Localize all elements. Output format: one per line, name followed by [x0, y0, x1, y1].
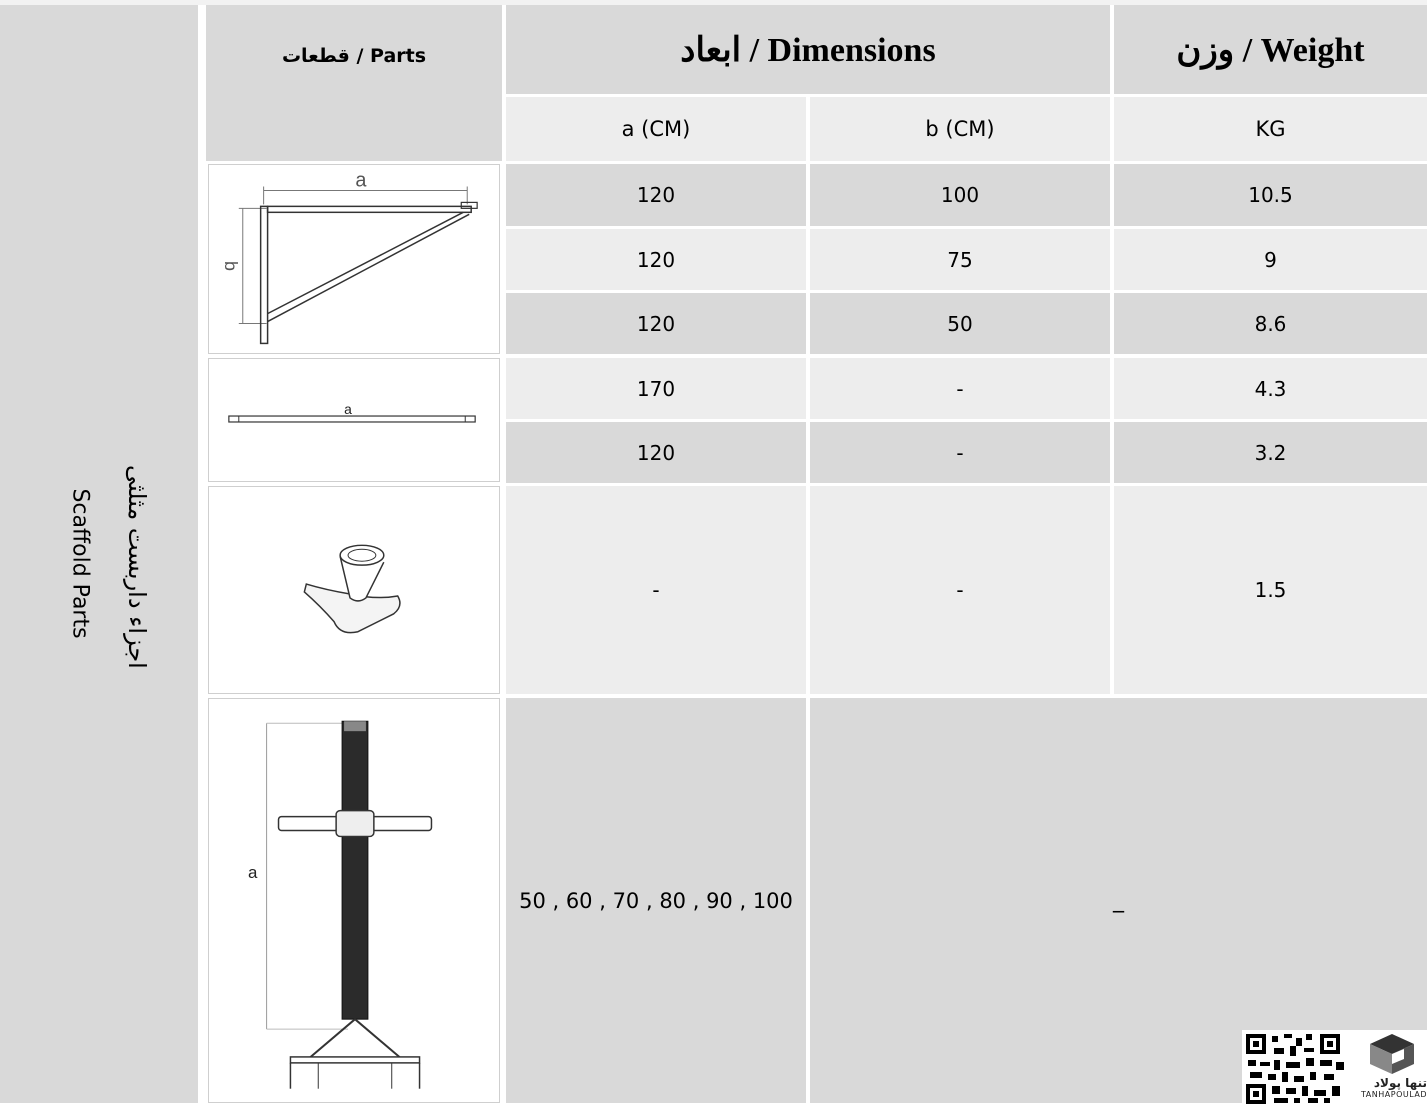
- row2-b: 75: [810, 229, 1110, 290]
- header-col-a: a (CM): [506, 97, 806, 161]
- side-label-column: اجزاء داربست مثلثی Scaffold Parts: [0, 5, 198, 1103]
- row6-kg: 1.5: [1114, 486, 1427, 694]
- row3-kg: 8.6: [1114, 293, 1427, 354]
- row5-kg: 3.2: [1114, 422, 1427, 483]
- row3-b: 50: [810, 293, 1110, 354]
- brand-name-en: TANHAPOULAD: [1361, 1090, 1427, 1099]
- row2-a: 120: [506, 229, 806, 290]
- part-image-screw-jack: a: [208, 698, 500, 1103]
- bracket-dim-a: a: [355, 170, 367, 192]
- row6-b: -: [810, 486, 1110, 694]
- side-divider: [198, 5, 206, 1103]
- header-col-b: b (CM): [810, 97, 1110, 161]
- ledger-drawing: a: [228, 401, 476, 423]
- row4-kg: 4.3: [1114, 358, 1427, 419]
- ledger-dim-a: a: [344, 401, 352, 417]
- top-rule: [0, 0, 1427, 5]
- header-parts: قطعات / Parts: [206, 5, 502, 161]
- header-col-kg: KG: [1114, 97, 1427, 161]
- brand-name-fa: تنها پولاد: [1373, 1076, 1427, 1090]
- part-image-bracket: a b: [208, 164, 500, 354]
- triangle-bracket-drawing: a b: [221, 170, 478, 345]
- qr-code-icon: [1244, 1032, 1348, 1105]
- row5-a: 120: [506, 422, 806, 483]
- screw-jack-drawing: a: [248, 720, 433, 1089]
- part-image-ledger: a: [208, 358, 500, 482]
- bracket-dim-b: b: [221, 261, 241, 271]
- header-dimensions: ابعاد / Dimensions: [506, 5, 1110, 94]
- row1-b: 100: [810, 164, 1110, 226]
- row5-b: -: [810, 422, 1110, 483]
- row1-kg: 10.5: [1114, 164, 1427, 226]
- side-label-english: Scaffold Parts: [67, 488, 93, 639]
- row7-a: 50 , 60 , 70 , 80 , 90 , 100: [506, 698, 806, 1103]
- part-image-base-plate: [208, 486, 500, 694]
- row3-a: 120: [506, 293, 806, 354]
- side-label-persian: اجزاء داربست مثلثی: [123, 465, 151, 669]
- row2-kg: 9: [1114, 229, 1427, 290]
- row1-a: 120: [506, 164, 806, 226]
- jack-dim-a: a: [248, 863, 258, 882]
- row4-a: 170: [506, 358, 806, 419]
- row4-b: -: [810, 358, 1110, 419]
- header-weight: وزن / Weight: [1114, 5, 1427, 94]
- logo-block: تنها پولاد TANHAPOULAD: [1242, 1030, 1427, 1105]
- base-plate-drawing: [303, 544, 401, 634]
- row6-a: -: [506, 486, 806, 694]
- brand-cube-icon: [1370, 1034, 1414, 1074]
